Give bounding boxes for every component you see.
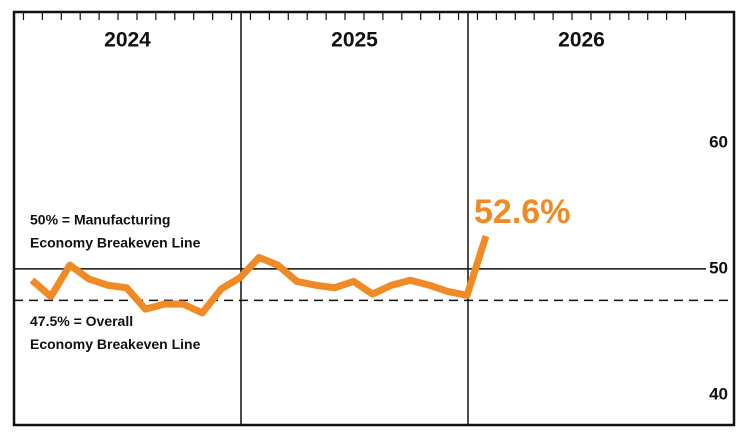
annotation: Economy Breakeven Line [30, 235, 201, 251]
annotation: 47.5% = Overall [30, 313, 133, 329]
y-tick-label: 60 [709, 132, 728, 151]
year-label: 2026 [558, 29, 605, 52]
value-label: 52.6% [474, 193, 570, 231]
data-line [29, 235, 490, 317]
year-label: 2025 [331, 29, 378, 52]
y-tick-label: 40 [709, 384, 728, 403]
year-label: 2024 [104, 29, 151, 52]
annotation: 50% = Manufacturing [30, 212, 170, 228]
frame [12, 10, 736, 427]
y-tick-label: 50 [709, 258, 728, 277]
annotation: Economy Breakeven Line [30, 336, 201, 352]
